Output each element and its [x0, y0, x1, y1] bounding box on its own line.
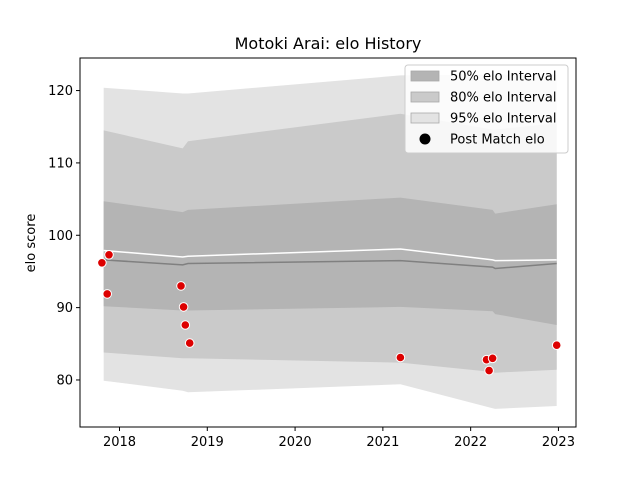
post-match-point [176, 281, 186, 291]
y-tick-label: 110 [48, 156, 73, 171]
interval-bands [103, 74, 557, 409]
chart-title: Motoki Arai: elo History [235, 34, 422, 53]
x-axis: 2018 2019 2020 2021 2022 2023 [103, 427, 575, 450]
y-tick-label: 90 [56, 301, 73, 316]
post-match-point [178, 302, 189, 312]
legend-label: 80% elo Interval [450, 91, 557, 106]
x-tick-label: 2019 [191, 435, 224, 450]
post-match-point [484, 365, 494, 376]
legend-swatch [410, 70, 440, 82]
x-tick-label: 2023 [542, 435, 575, 450]
legend-swatch [410, 91, 440, 103]
y-tick-label: 100 [48, 229, 73, 244]
y-tick-label: 80 [56, 373, 73, 388]
y-tick-label: 120 [48, 84, 73, 99]
post-match-point [104, 250, 114, 260]
post-match-point [102, 289, 112, 299]
legend-swatch [410, 112, 440, 124]
legend-label: Post Match elo [450, 133, 545, 148]
post-match-point [180, 320, 191, 330]
x-tick-label: 2020 [279, 435, 312, 450]
x-tick-label: 2021 [366, 435, 399, 450]
legend-marker [419, 133, 431, 145]
x-tick-label: 2022 [454, 435, 487, 450]
post-match-point [395, 352, 406, 363]
y-axis-label: elo score [24, 214, 39, 273]
plot-frame [79, 57, 577, 428]
mean-elo-line [103, 259, 557, 270]
post-match-points [97, 250, 562, 376]
upper-elo-line [103, 248, 557, 262]
post-match-point [97, 258, 107, 268]
legend-box [404, 64, 569, 154]
post-match-point [184, 338, 195, 348]
post-match-point [551, 340, 562, 351]
post-match-point [487, 353, 498, 364]
x-tick-label: 2018 [103, 435, 136, 450]
legend: 50% elo Interval 80% elo Interval 95% elo … [404, 64, 569, 154]
legend-label: 95% elo Interval [450, 112, 557, 127]
elo-lines [103, 248, 557, 270]
legend-label: 50% elo Interval [450, 70, 557, 85]
y-axis: 80 90 100 110 120 [48, 84, 80, 388]
